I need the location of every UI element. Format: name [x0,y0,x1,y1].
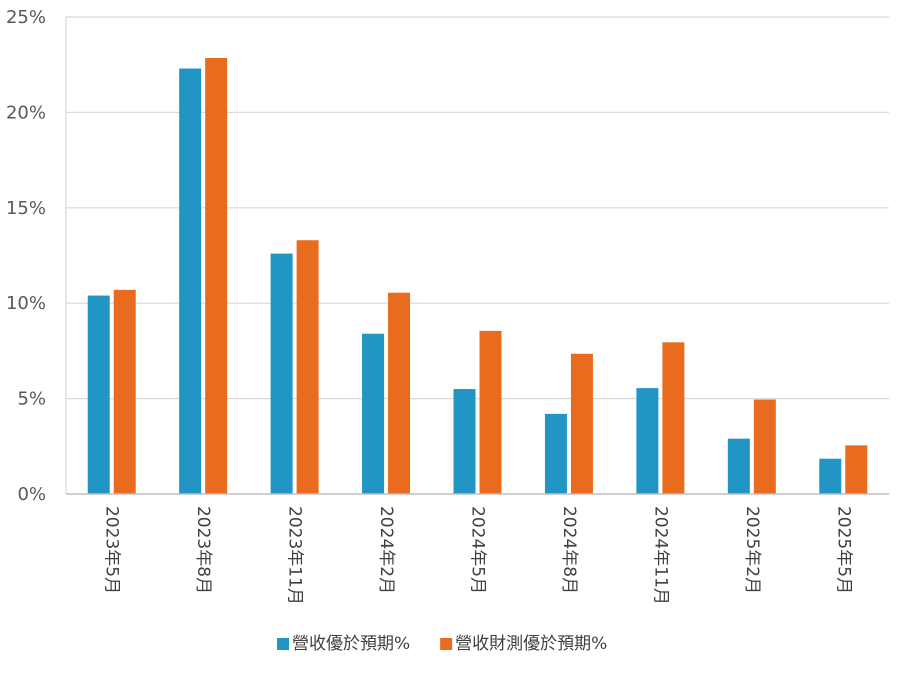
bar-revenue-beat [270,253,293,494]
bar-revenue-beat [179,68,202,495]
bar-guidance-beat [388,292,411,494]
x-tick-label: 2025年5月 [833,506,853,594]
bar-guidance-beat [845,445,868,494]
y-tick-label: 15% [6,198,46,219]
bar-guidance-beat [296,240,319,494]
legend-label: 營收優於預期% [292,634,410,654]
y-tick-label: 20% [6,102,46,123]
legend: 營收優於預期% 營收財測優於預期% [277,634,607,654]
legend-swatch [440,638,453,650]
bar-guidance-beat [753,399,776,494]
bar-revenue-beat [87,295,110,494]
x-tick-label: 2023年5月 [102,506,122,594]
legend-swatch [277,638,289,650]
bar-revenue-beat [544,413,567,494]
bar-guidance-beat [662,342,685,494]
x-axis-ticks: 2023年5月 2023年8月 2023年11月 2024年2月 2024年5月 2024… [102,506,854,605]
grid-lines [65,16,889,494]
x-tick-label: 2023年8月 [193,506,213,594]
x-tick-label: 2024年11月 [650,506,670,605]
y-tick-label: 0% [17,484,46,505]
bar-revenue-beat [819,458,842,494]
bar-guidance-beat [205,58,228,494]
x-tick-label: 2024年5月 [468,506,488,594]
bar-guidance-beat [570,353,593,494]
bar-guidance-beat [113,289,136,494]
bar-revenue-beat [362,333,385,494]
y-tick-label: 5% [17,389,46,410]
y-tick-label: 25% [6,7,46,28]
y-axis-ticks: 0% 5% 10% 15% 20% 25% [6,7,46,505]
x-tick-label: 2023年11月 [285,506,305,605]
x-tick-label: 2024年2月 [376,506,396,594]
bar-revenue-beat [636,388,659,494]
bar-revenue-beat [727,438,750,494]
bar-revenue-beat [453,389,476,494]
bars [87,58,868,495]
legend-label: 營收財測優於預期% [455,634,607,654]
x-tick-label: 2024年8月 [559,506,579,594]
y-tick-label: 10% [6,293,46,314]
bar-guidance-beat [479,330,502,494]
x-tick-label: 2025年2月 [742,506,762,594]
